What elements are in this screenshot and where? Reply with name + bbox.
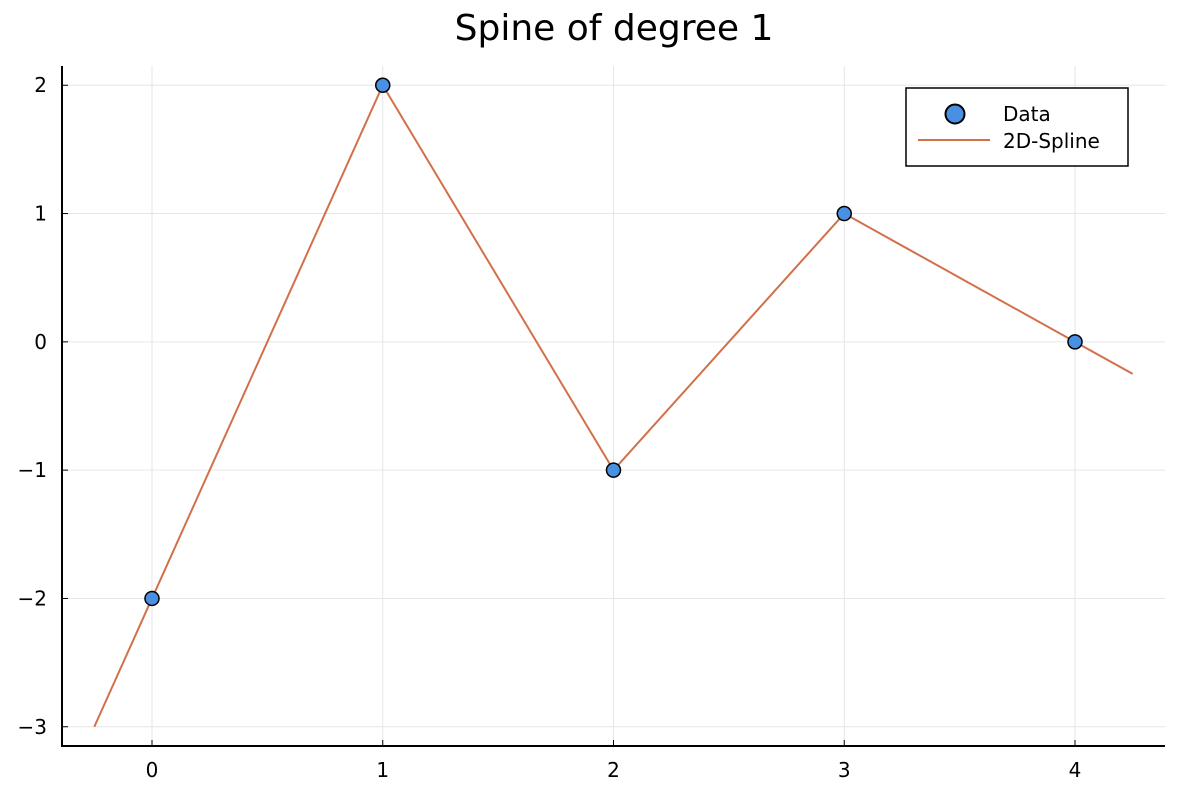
grid (62, 66, 1165, 746)
data-point (374, 77, 391, 93)
data-point (836, 205, 853, 222)
tick-labels: 0 1 2 3 4 −3 −2 −1 0 1 2 (18, 73, 1082, 782)
legend-label-data: Data (1003, 102, 1051, 126)
y-tick-label: 0 (34, 330, 47, 354)
data-point (605, 462, 622, 478)
x-tick-label: 4 (1069, 758, 1082, 782)
legend: Data 2D-Spline (905, 87, 1129, 167)
plot-area (93, 77, 1134, 728)
legend-box (905, 87, 1129, 167)
x-tick-label: 0 (146, 758, 159, 782)
chart-title: Spine of degree 1 (455, 8, 774, 49)
legend-marker-data (944, 103, 966, 125)
data-point (144, 590, 160, 607)
x-tick-label: 3 (838, 758, 851, 782)
y-tick-label: −2 (18, 586, 47, 610)
y-tick-label: 2 (34, 73, 47, 97)
y-tick-label: 1 (34, 202, 47, 226)
x-tick-label: 1 (376, 758, 389, 782)
axes (61, 66, 1165, 747)
x-tick-label: 2 (607, 758, 620, 782)
y-tick-label: −3 (18, 715, 47, 739)
legend-label-spline: 2D-Spline (1003, 129, 1100, 153)
data-point (1067, 334, 1083, 350)
y-tick-label: −1 (18, 458, 47, 482)
